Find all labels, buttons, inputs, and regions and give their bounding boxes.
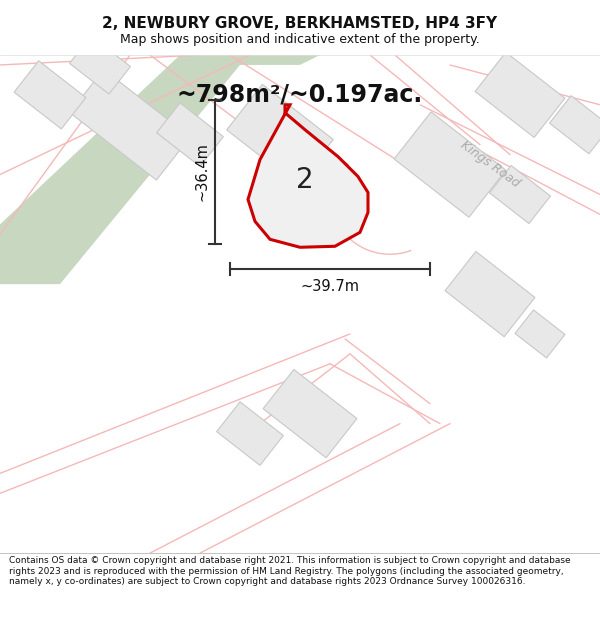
Polygon shape [70,69,190,180]
Polygon shape [515,310,565,358]
Polygon shape [0,55,240,284]
Polygon shape [217,402,283,466]
Polygon shape [490,166,550,224]
Text: ~39.7m: ~39.7m [301,279,359,294]
Text: Map shows position and indicative extent of the property.: Map shows position and indicative extent… [120,32,480,46]
Polygon shape [445,251,535,337]
Polygon shape [263,369,357,458]
Text: 2, NEWBURY GROVE, BERKHAMSTED, HP4 3FY: 2, NEWBURY GROVE, BERKHAMSTED, HP4 3FY [103,16,497,31]
Text: ~798m²/~0.197ac.: ~798m²/~0.197ac. [177,83,423,107]
Polygon shape [180,55,320,65]
Text: Contains OS data © Crown copyright and database right 2021. This information is : Contains OS data © Crown copyright and d… [9,556,571,586]
Polygon shape [292,137,349,192]
Polygon shape [550,96,600,154]
Polygon shape [248,105,368,248]
Polygon shape [70,36,130,94]
Text: Kings Road: Kings Road [458,139,522,191]
Polygon shape [14,61,86,129]
Polygon shape [475,52,565,138]
Polygon shape [227,84,334,185]
Text: ~36.4m: ~36.4m [194,142,209,201]
Polygon shape [394,112,506,218]
Polygon shape [157,103,223,166]
Text: 2: 2 [296,166,314,194]
